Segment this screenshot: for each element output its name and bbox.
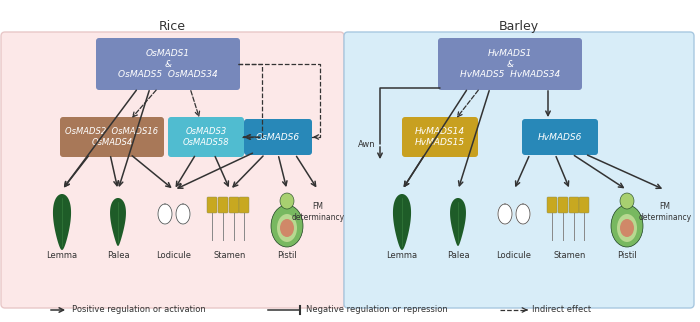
FancyBboxPatch shape xyxy=(229,197,239,213)
Text: Lodicule: Lodicule xyxy=(157,251,192,260)
Text: Awn: Awn xyxy=(358,139,376,148)
FancyBboxPatch shape xyxy=(218,197,228,213)
Text: Negative regulation or repression: Negative regulation or repression xyxy=(306,306,448,315)
Ellipse shape xyxy=(271,205,303,247)
Text: FM
determinancy: FM determinancy xyxy=(638,202,692,222)
Ellipse shape xyxy=(620,193,634,209)
Text: Stamen: Stamen xyxy=(214,251,246,260)
Text: Rice: Rice xyxy=(158,20,186,33)
Ellipse shape xyxy=(280,193,294,209)
Text: Lemma: Lemma xyxy=(386,251,418,260)
FancyBboxPatch shape xyxy=(244,119,312,155)
Text: Positive regulation or activation: Positive regulation or activation xyxy=(72,306,206,315)
FancyBboxPatch shape xyxy=(1,32,344,308)
Polygon shape xyxy=(498,204,512,224)
Ellipse shape xyxy=(611,205,643,247)
Text: OsMADS1
&
OsMADS5  OsMADS34: OsMADS1 & OsMADS5 OsMADS34 xyxy=(118,49,218,79)
Text: Lemma: Lemma xyxy=(46,251,78,260)
Text: OsMADS6: OsMADS6 xyxy=(256,132,300,141)
Text: Palea: Palea xyxy=(447,251,469,260)
Text: Stamen: Stamen xyxy=(554,251,586,260)
Polygon shape xyxy=(53,194,71,250)
Text: OsMADS2  OsMADS16
OsMADS4: OsMADS2 OsMADS16 OsMADS4 xyxy=(65,127,159,147)
FancyBboxPatch shape xyxy=(239,197,249,213)
Text: Lodicule: Lodicule xyxy=(496,251,531,260)
Polygon shape xyxy=(393,194,411,250)
Text: FM
determinancy: FM determinancy xyxy=(291,202,344,222)
Text: HvMADS1
&
HvMADS5  HvMADS34: HvMADS1 & HvMADS5 HvMADS34 xyxy=(460,49,560,79)
FancyBboxPatch shape xyxy=(579,197,589,213)
Text: OsMADS3
OsMADS58: OsMADS3 OsMADS58 xyxy=(183,127,230,147)
Text: Pistil: Pistil xyxy=(617,251,637,260)
Polygon shape xyxy=(516,204,530,224)
FancyBboxPatch shape xyxy=(569,197,579,213)
Polygon shape xyxy=(450,198,466,246)
FancyBboxPatch shape xyxy=(168,117,244,157)
Ellipse shape xyxy=(617,214,637,242)
FancyBboxPatch shape xyxy=(344,32,694,308)
FancyBboxPatch shape xyxy=(60,117,164,157)
Polygon shape xyxy=(110,198,126,246)
Text: HvMADS14
HvMADS15: HvMADS14 HvMADS15 xyxy=(415,127,465,147)
Text: Barley: Barley xyxy=(499,20,539,33)
FancyBboxPatch shape xyxy=(558,197,568,213)
FancyBboxPatch shape xyxy=(547,197,557,213)
Text: HvMADS6: HvMADS6 xyxy=(538,132,582,141)
FancyBboxPatch shape xyxy=(96,38,240,90)
Text: Pistil: Pistil xyxy=(277,251,297,260)
FancyBboxPatch shape xyxy=(207,197,217,213)
Text: Palea: Palea xyxy=(106,251,130,260)
FancyBboxPatch shape xyxy=(522,119,598,155)
Polygon shape xyxy=(158,204,172,224)
Ellipse shape xyxy=(620,219,634,237)
Ellipse shape xyxy=(280,219,294,237)
FancyBboxPatch shape xyxy=(438,38,582,90)
Text: Indirect effect: Indirect effect xyxy=(532,306,591,315)
Ellipse shape xyxy=(277,214,297,242)
Polygon shape xyxy=(176,204,190,224)
FancyBboxPatch shape xyxy=(402,117,478,157)
